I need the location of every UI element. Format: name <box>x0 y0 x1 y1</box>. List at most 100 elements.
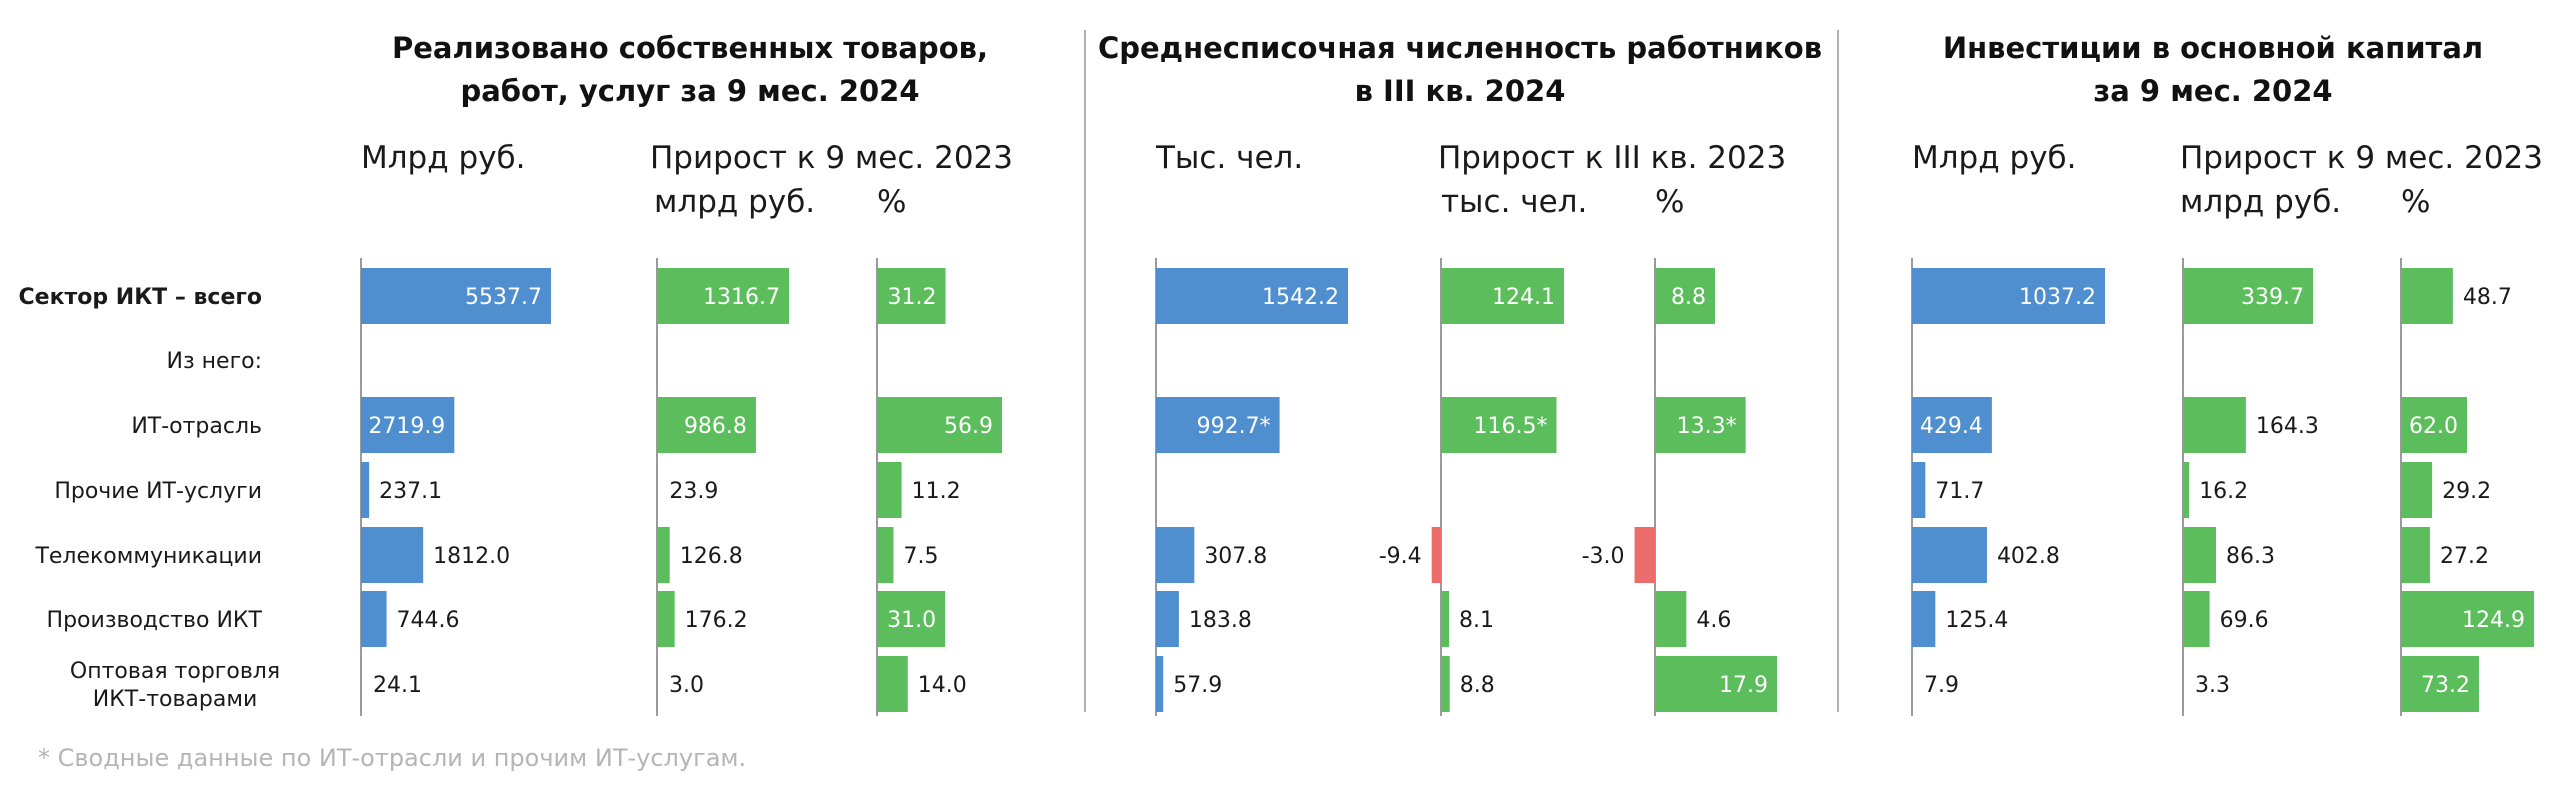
data-label: 992.7* <box>1197 414 1271 439</box>
bar <box>877 527 894 583</box>
bar <box>1156 656 1164 712</box>
bar <box>877 268 946 324</box>
data-label: 176.2 <box>685 608 748 633</box>
bar <box>1912 591 1936 647</box>
bar <box>361 268 551 324</box>
bar <box>2401 656 2479 712</box>
data-label: 23.9 <box>669 479 718 504</box>
data-label: 339.7 <box>2241 285 2304 310</box>
bar <box>657 527 670 583</box>
bar <box>361 591 387 647</box>
bar <box>657 397 756 453</box>
bar <box>877 591 946 647</box>
data-label: 69.6 <box>2220 608 2269 633</box>
bar <box>1912 527 1987 583</box>
row-label: Производство ИКТ <box>47 608 263 633</box>
data-label: 29.2 <box>2442 479 2491 504</box>
bar <box>877 656 908 712</box>
data-label: 16.2 <box>2199 479 2248 504</box>
bar <box>2401 527 2430 583</box>
data-label: 24.1 <box>373 673 422 698</box>
data-label: 7.9 <box>1924 673 1959 698</box>
data-label: 48.7 <box>2463 285 2512 310</box>
data-label: -3.0 <box>1582 544 1625 569</box>
data-label: 3.0 <box>669 673 704 698</box>
data-label: 8.8 <box>1671 285 1706 310</box>
row-label: Оптовая торговля <box>70 659 280 684</box>
data-label: -9.4 <box>1379 544 1422 569</box>
bar <box>1655 591 1687 647</box>
data-label: 429.4 <box>1920 414 1983 439</box>
bar <box>1655 268 1715 324</box>
bar <box>1441 397 1557 453</box>
data-label: 744.6 <box>397 608 460 633</box>
column-unit: % <box>877 184 906 220</box>
data-label: 3.3 <box>2195 673 2230 698</box>
data-label: 5537.7 <box>465 285 542 310</box>
bar <box>361 462 370 518</box>
bar <box>2183 268 2313 324</box>
bar <box>1431 527 1441 583</box>
data-label: 86.3 <box>2226 544 2275 569</box>
bar <box>2183 462 2190 518</box>
row-label: Прочие ИТ-услуги <box>54 479 262 504</box>
data-label: 73.2 <box>2421 673 2470 698</box>
column-unit: Млрд руб. <box>1912 140 2077 176</box>
bar <box>1156 268 1348 324</box>
data-label: 125.4 <box>1945 608 2008 633</box>
chart-title: Реализовано собственных товаров, <box>392 31 988 65</box>
data-label: 57.9 <box>1173 673 1222 698</box>
bar <box>1156 591 1179 647</box>
data-label: 71.7 <box>1935 479 1984 504</box>
chart-title: за 9 мес. 2024 <box>2093 74 2332 108</box>
data-label: 164.3 <box>2256 414 2319 439</box>
bar <box>1441 656 1450 712</box>
bar <box>1441 591 1450 647</box>
data-label: 17.9 <box>1719 673 1768 698</box>
bar <box>361 527 424 583</box>
data-label: 8.1 <box>1459 608 1494 633</box>
data-label: 1542.2 <box>1262 285 1339 310</box>
bar <box>1156 397 1280 453</box>
data-label: 1037.2 <box>2019 285 2096 310</box>
row-label: ИТ-отрасль <box>131 414 262 439</box>
data-label: 62.0 <box>2409 414 2458 439</box>
bar <box>877 397 1002 453</box>
column-unit: % <box>2401 184 2430 220</box>
bar <box>2183 527 2217 583</box>
chart-title: работ, услуг за 9 мес. 2024 <box>460 74 919 108</box>
chart-title: в III кв. 2024 <box>1355 74 1566 108</box>
row-label: ИКТ-товарами <box>93 687 258 712</box>
data-label: 7.5 <box>903 544 938 569</box>
column-unit: % <box>1655 184 1684 220</box>
row-label: Телекоммуникации <box>34 544 262 569</box>
bar <box>1655 656 1777 712</box>
chart-title: Инвестиции в основной капитал <box>1943 31 2483 65</box>
bar <box>1655 397 1746 453</box>
bar <box>1441 268 1564 324</box>
bar <box>1912 268 2105 324</box>
bar <box>2401 397 2468 453</box>
data-label: 14.0 <box>918 673 967 698</box>
bar <box>2183 397 2246 453</box>
column-unit: Млрд руб. <box>361 140 526 176</box>
bar <box>2183 591 2210 647</box>
data-label: 116.5* <box>1473 414 1547 439</box>
chart-title: Среднесписочная численность работников <box>1098 31 1822 65</box>
data-label: 31.2 <box>888 285 937 310</box>
bar <box>1912 397 1992 453</box>
column-unit: млрд руб. <box>654 184 815 220</box>
data-label: 4.6 <box>1696 608 1731 633</box>
data-label: 13.3* <box>1677 414 1737 439</box>
data-label: 986.8 <box>684 414 747 439</box>
bar <box>1912 462 1926 518</box>
data-label: 11.2 <box>912 479 961 504</box>
bar <box>1156 527 1195 583</box>
data-label: 237.1 <box>379 479 442 504</box>
data-label: 183.8 <box>1189 608 1252 633</box>
bar <box>2401 268 2453 324</box>
data-label: 31.0 <box>887 608 936 633</box>
bar <box>361 397 455 453</box>
data-label: 124.9 <box>2462 608 2525 633</box>
